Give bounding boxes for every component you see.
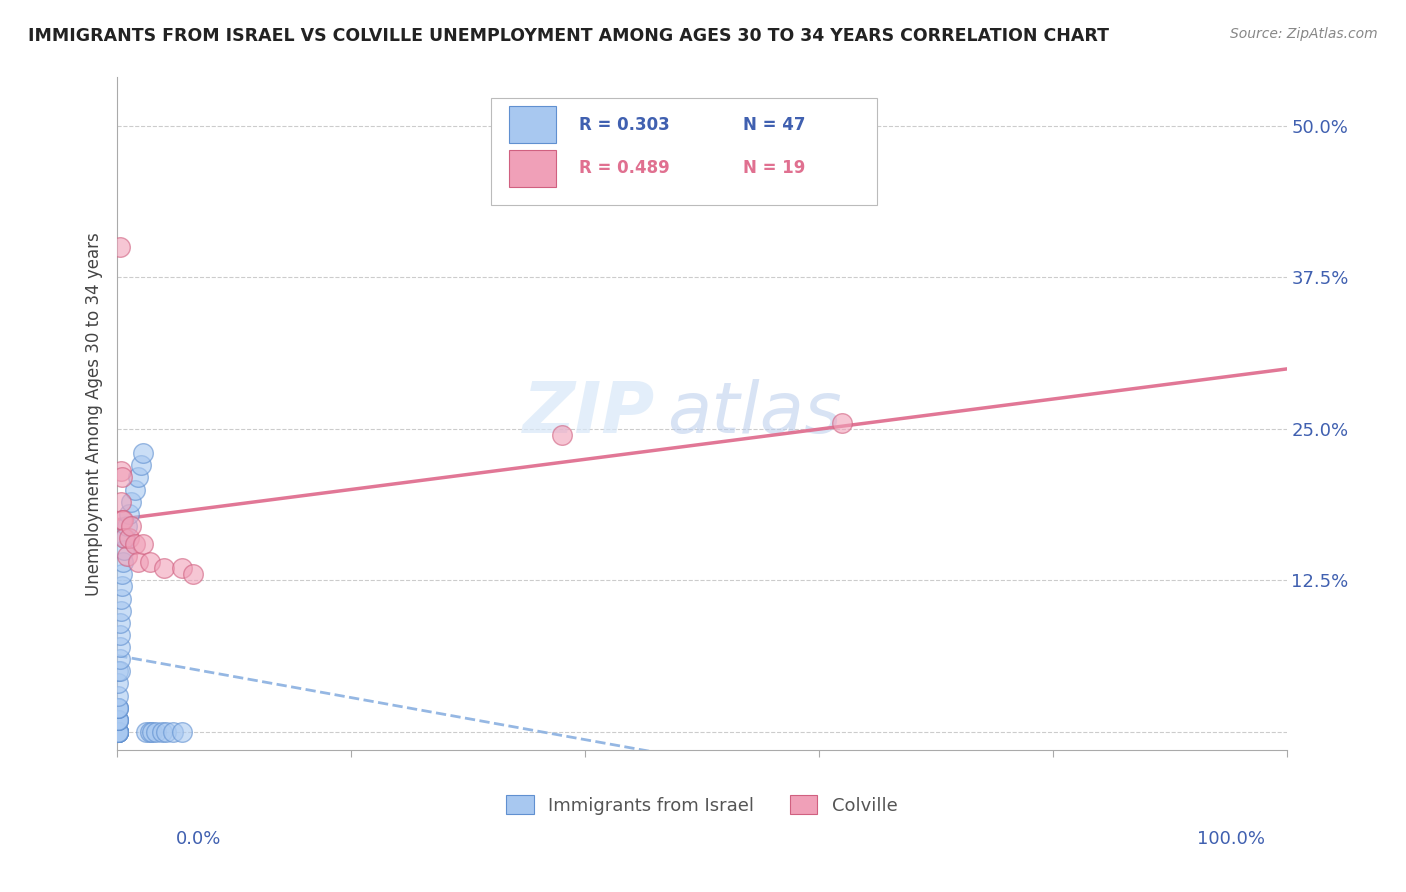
Point (170, 725, 193, 739)
Point (107, 700, 129, 714)
Point (145, 725, 167, 739)
Point (107, 725, 129, 739)
Text: Source: ZipAtlas.com: Source: ZipAtlas.com (1230, 27, 1378, 41)
Point (120, 494, 142, 508)
Point (108, 665, 131, 679)
Point (141, 725, 163, 739)
Point (115, 549, 138, 564)
Point (108, 240, 131, 254)
Point (108, 628, 131, 642)
Point (107, 725, 129, 739)
Point (107, 725, 129, 739)
Point (107, 725, 129, 739)
Point (108, 652, 131, 666)
Legend: Immigrants from Israel, Colville: Immigrants from Israel, Colville (499, 788, 904, 822)
Point (114, 531, 136, 545)
Point (112, 555, 135, 569)
Point (107, 713, 129, 727)
FancyBboxPatch shape (509, 106, 555, 143)
FancyBboxPatch shape (491, 97, 877, 205)
Point (124, 483, 146, 497)
Point (107, 725, 129, 739)
Point (107, 676, 129, 690)
Text: atlas: atlas (666, 379, 841, 449)
Point (107, 725, 129, 739)
Point (108, 615, 131, 630)
Point (120, 519, 142, 533)
Point (108, 640, 131, 654)
Point (118, 531, 141, 545)
Point (107, 725, 129, 739)
Point (107, 725, 129, 739)
Point (550, 428, 572, 442)
Point (127, 555, 149, 569)
Point (112, 531, 135, 545)
Point (111, 579, 134, 593)
Point (112, 513, 135, 527)
Point (132, 537, 155, 551)
Point (107, 713, 129, 727)
Point (111, 567, 134, 582)
Point (155, 725, 177, 739)
Point (139, 725, 162, 739)
Point (115, 519, 138, 533)
Y-axis label: Unemployment Among Ages 30 to 34 years: Unemployment Among Ages 30 to 34 years (86, 232, 103, 596)
Point (170, 561, 193, 575)
Point (132, 446, 155, 460)
FancyBboxPatch shape (509, 150, 555, 186)
Point (831, 416, 853, 430)
Point (107, 725, 129, 739)
Point (107, 713, 129, 727)
Point (107, 713, 129, 727)
Point (127, 470, 149, 484)
Text: N = 47: N = 47 (742, 116, 806, 134)
Text: N = 19: N = 19 (742, 160, 806, 178)
Point (153, 561, 176, 575)
Point (110, 604, 132, 618)
Text: R = 0.489: R = 0.489 (579, 160, 669, 178)
Point (107, 689, 129, 703)
Point (135, 725, 157, 739)
Point (110, 591, 132, 606)
Point (110, 494, 132, 508)
Point (162, 725, 184, 739)
Point (139, 555, 162, 569)
Point (124, 537, 146, 551)
Point (129, 458, 152, 473)
Text: R = 0.303: R = 0.303 (579, 116, 669, 134)
Point (181, 567, 204, 582)
Point (111, 470, 134, 484)
Point (110, 464, 132, 478)
Text: IMMIGRANTS FROM ISRAEL VS COLVILLE UNEMPLOYMENT AMONG AGES 30 TO 34 YEARS CORREL: IMMIGRANTS FROM ISRAEL VS COLVILLE UNEMP… (28, 27, 1109, 45)
Point (107, 700, 129, 714)
Point (107, 665, 129, 679)
Point (107, 725, 129, 739)
Text: 100.0%: 100.0% (1198, 830, 1265, 847)
Point (111, 513, 134, 527)
Point (107, 700, 129, 714)
Point (150, 725, 173, 739)
Text: 0.0%: 0.0% (176, 830, 221, 847)
Text: ZIP: ZIP (523, 379, 655, 449)
Point (118, 507, 141, 521)
Point (112, 543, 135, 558)
